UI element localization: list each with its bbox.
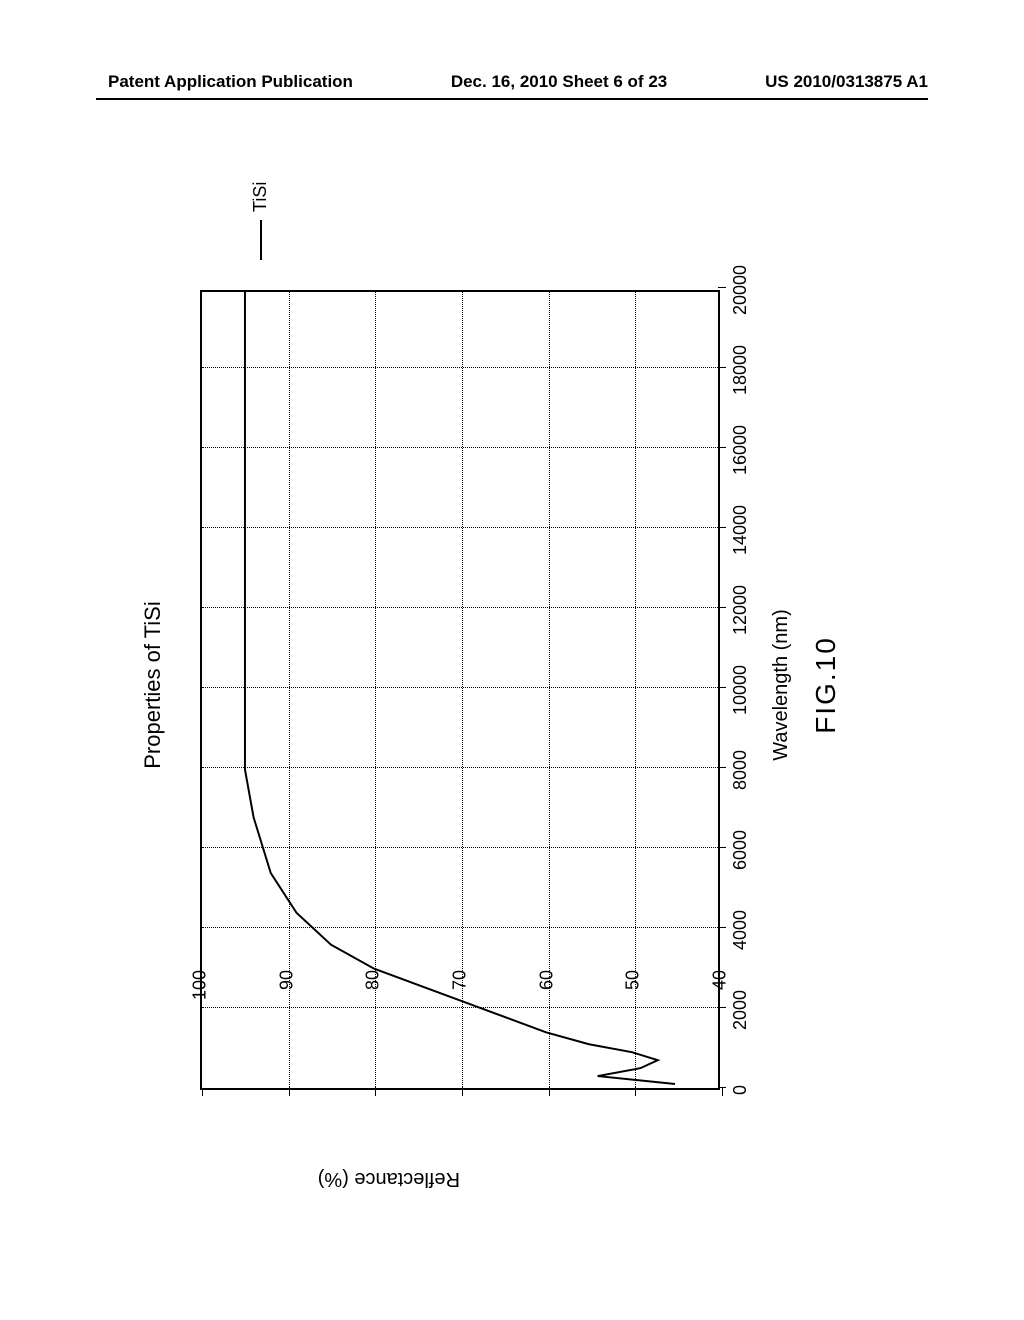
grid-vertical: [202, 927, 718, 928]
page: Patent Application Publication Dec. 16, …: [0, 0, 1024, 1320]
y-tick-label: 80: [363, 970, 384, 1030]
y-tick-label: 50: [623, 970, 644, 1030]
legend-label: TiSi: [250, 182, 271, 212]
x-tick-label: 8000: [730, 735, 751, 805]
y-tick: [722, 1088, 723, 1096]
x-tick: [718, 687, 726, 688]
header-center: Dec. 16, 2010 Sheet 6 of 23: [451, 72, 667, 92]
x-tick: [718, 767, 726, 768]
grid-vertical: [202, 527, 718, 528]
x-tick: [718, 607, 726, 608]
figure-inner: Properties of TiSi Reflectance (%) Wavel…: [120, 160, 900, 1210]
x-tick-label: 16000: [730, 415, 751, 485]
page-header: Patent Application Publication Dec. 16, …: [0, 72, 1024, 92]
grid-vertical: [202, 847, 718, 848]
chart-y-axis-label: Reflectance (%): [318, 1167, 460, 1190]
x-tick: [718, 927, 726, 928]
grid-vertical: [202, 367, 718, 368]
x-tick-label: 4000: [730, 895, 751, 965]
y-tick: [289, 1088, 290, 1096]
x-tick-label: 2000: [730, 975, 751, 1045]
grid-horizontal: [375, 292, 376, 1088]
grid-vertical: [202, 447, 718, 448]
y-tick-label: 40: [710, 970, 731, 1030]
y-tick-label: 100: [190, 970, 211, 1030]
grid-horizontal: [549, 292, 550, 1088]
x-tick-label: 6000: [730, 815, 751, 885]
y-tick-label: 70: [450, 970, 471, 1030]
figure-rotated-container: Properties of TiSi Reflectance (%) Wavel…: [0, 295, 1024, 1075]
x-tick: [718, 287, 726, 288]
header-right: US 2010/0313875 A1: [765, 72, 928, 92]
y-tick: [375, 1088, 376, 1096]
y-tick-label: 90: [276, 970, 297, 1030]
chart-x-axis-label: Wavelength (nm): [770, 160, 793, 1210]
chart-legend: TiSi: [250, 182, 271, 260]
x-tick-label: 10000: [730, 655, 751, 725]
grid-horizontal: [635, 292, 636, 1088]
header-left: Patent Application Publication: [108, 72, 353, 92]
y-tick: [635, 1088, 636, 1096]
x-tick: [718, 447, 726, 448]
grid-vertical: [202, 767, 718, 768]
y-tick: [462, 1088, 463, 1096]
x-tick-label: 20000: [730, 255, 751, 325]
grid-horizontal: [462, 292, 463, 1088]
grid-horizontal: [289, 292, 290, 1088]
legend-swatch: [260, 220, 262, 260]
x-tick-label: 0: [730, 1055, 751, 1125]
x-tick: [718, 847, 726, 848]
x-tick: [718, 367, 726, 368]
x-tick-label: 12000: [730, 575, 751, 645]
x-tick-label: 14000: [730, 495, 751, 565]
chart-title: Properties of TiSi: [140, 160, 166, 1210]
grid-vertical: [202, 607, 718, 608]
x-tick-label: 18000: [730, 335, 751, 405]
chart-line-series: [202, 292, 718, 1088]
series-line: [245, 292, 675, 1084]
y-tick: [202, 1088, 203, 1096]
y-tick-label: 60: [536, 970, 557, 1030]
grid-vertical: [202, 687, 718, 688]
x-tick: [718, 527, 726, 528]
figure-caption: FIG.10: [810, 160, 842, 1210]
header-rule: [96, 98, 928, 100]
y-tick: [549, 1088, 550, 1096]
